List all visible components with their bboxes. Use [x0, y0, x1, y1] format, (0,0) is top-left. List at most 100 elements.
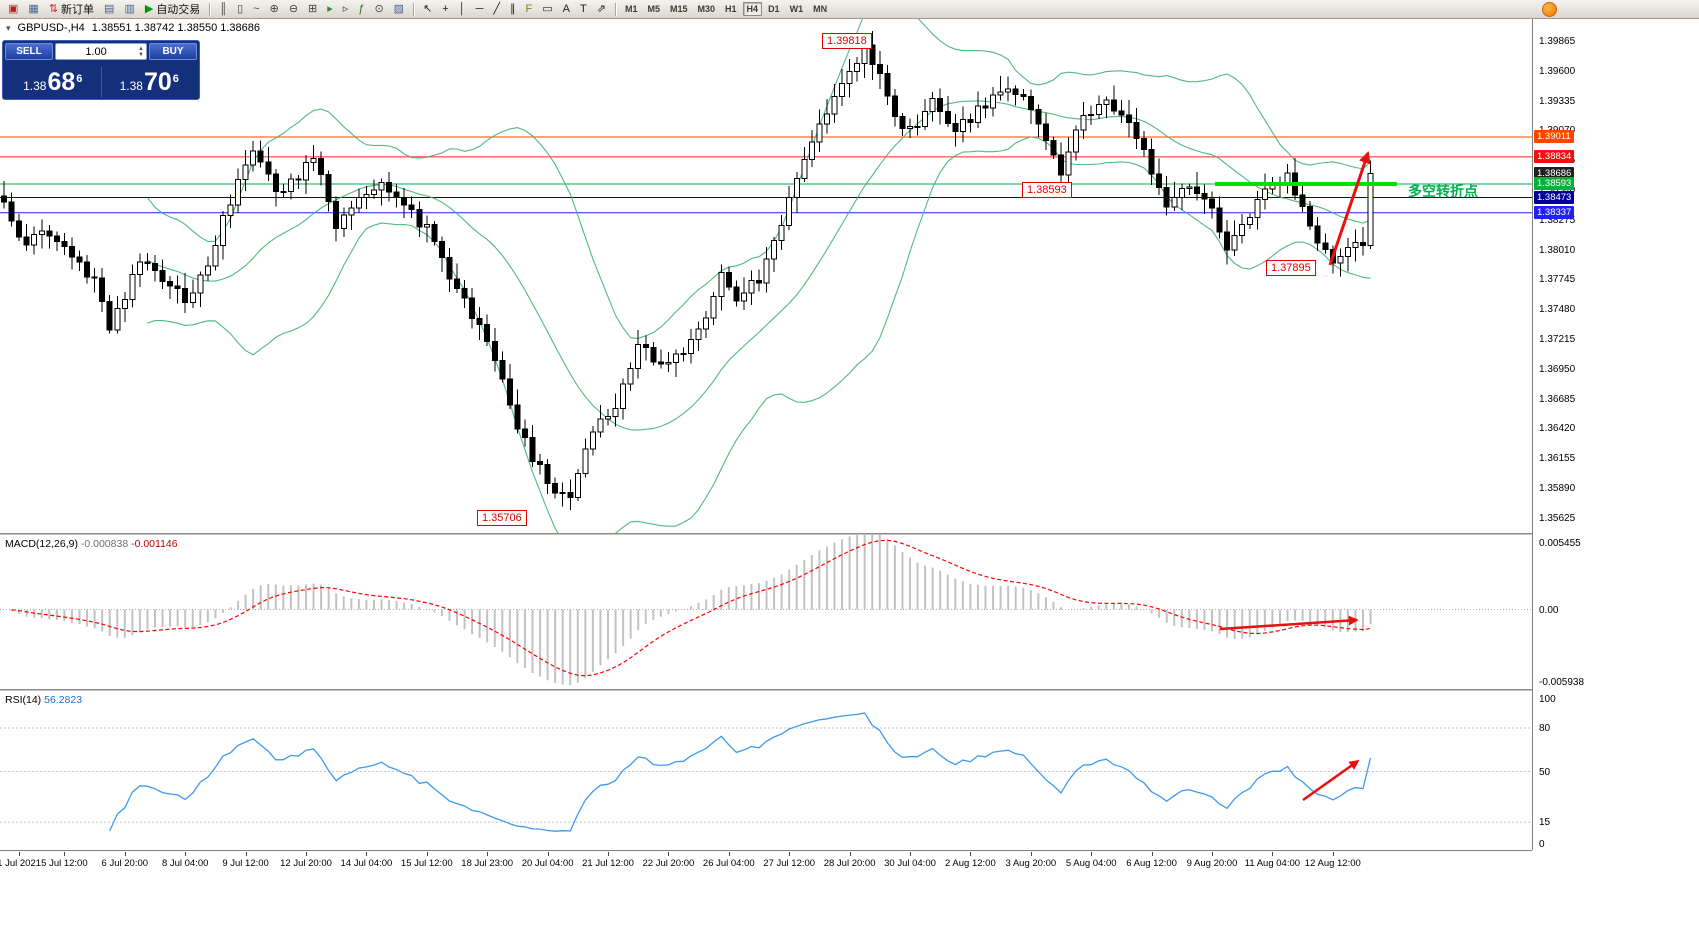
buy-button[interactable]: BUY [149, 43, 197, 60]
price-callout[interactable]: 1.38593 [1022, 182, 1072, 198]
price-axis[interactable]: 1.398651.396001.393351.390701.388051.385… [1532, 19, 1699, 850]
templates-icon[interactable]: ▧ [390, 1, 408, 18]
panel-separator[interactable] [0, 689, 1699, 691]
vertical-line-icon-glyph: │ [458, 2, 466, 15]
volume-value[interactable]: 1.00 [85, 45, 107, 58]
volume-down-button[interactable]: ▼ [138, 51, 144, 58]
time-tick [547, 852, 549, 856]
timeframe-button-m1[interactable]: M1 [624, 4, 638, 14]
price-tick: 1.36950 [1539, 363, 1576, 375]
time-label: 12 Jul 20:00 [280, 858, 332, 869]
time-label: 9 Jul 12:00 [222, 858, 269, 869]
zoom-in-icon-glyph: ⊕ [269, 2, 279, 15]
price-tick: 1.39600 [1539, 65, 1576, 77]
price-tick: 1.35890 [1539, 483, 1576, 494]
macd-panel[interactable] [0, 535, 1532, 689]
time-axis[interactable]: 1 Jul 2021 5 Jul 12:00 6 Jul 20:00 8 Jul 04… [0, 850, 1532, 874]
candlestick-chart-icon[interactable]: ▯ [233, 1, 247, 18]
candlestick-chart-icon-glyph: ▯ [237, 2, 244, 15]
one-click-collapse-icon[interactable]: ▾ [6, 22, 11, 33]
sell-button[interactable]: SELL [5, 43, 53, 60]
new-chart-icon-glyph: ▦ [28, 2, 39, 15]
timeframe-button-mn[interactable]: MN [813, 4, 828, 14]
macd-signal-value: -0.001146 [131, 538, 178, 550]
sell-price-main: 1.38 [23, 79, 47, 93]
arrows-icon-glyph: ⇗ [596, 2, 606, 15]
new-order-button-label: 新订单 [61, 4, 95, 16]
bar-chart-icon[interactable]: ║ [215, 1, 231, 18]
toolbar-separator [413, 2, 415, 16]
price-tick: 1.35625 [1539, 512, 1576, 524]
trend-arrow[interactable] [1219, 615, 1359, 631]
chart-windows-icon[interactable]: ▤ [100, 1, 118, 18]
trendline-icon[interactable]: ╱ [489, 1, 504, 18]
profiles-icon[interactable]: ▥ [120, 1, 138, 18]
price-chart[interactable] [0, 19, 1532, 533]
line-chart-icon[interactable]: ~ [249, 1, 263, 18]
new-order-glyph: ⇅ [48, 2, 59, 15]
new-chart-icon[interactable]: ▦ [24, 1, 42, 18]
price-callout[interactable]: 1.39818 [822, 33, 872, 49]
time-tick [1030, 852, 1032, 856]
trend-arrow[interactable] [1328, 151, 1371, 266]
rsi-tick: 0 [1539, 839, 1545, 850]
timeframe-button-m30[interactable]: M30 [697, 4, 716, 14]
timeframe-button-m5[interactable]: M5 [647, 4, 660, 14]
timeframe-button-w1[interactable]: W1 [789, 4, 804, 14]
price-callout[interactable]: 1.35706 [477, 510, 527, 526]
channel-icon[interactable]: ∥ [506, 1, 520, 18]
zoom-out-icon[interactable]: ⊖ [285, 1, 302, 18]
sell-price[interactable]: 1.38 68 6 [5, 70, 101, 97]
arrows-icon[interactable]: ⇗ [593, 1, 610, 18]
volume-stepper[interactable]: ▲ ▼ [136, 46, 146, 58]
rsi-panel[interactable] [0, 691, 1532, 850]
macd-histogram [10, 535, 1372, 686]
app-icon[interactable]: ▣ [4, 1, 22, 18]
text-icon[interactable]: A [559, 1, 574, 18]
volume-up-button[interactable]: ▲ [138, 45, 144, 52]
vertical-line-icon[interactable]: │ [455, 1, 470, 18]
zoom-in-icon[interactable]: ⊕ [266, 1, 283, 18]
sell-price-big: 68 [47, 68, 76, 96]
time-label: 3 Aug 20:00 [1005, 858, 1057, 869]
annotation-note[interactable]: 多空转折点 [1408, 183, 1478, 199]
panel-separator[interactable] [0, 533, 1699, 535]
price-tag: 1.38686 [1534, 167, 1575, 181]
auto-scroll-icon[interactable]: ▸ [323, 1, 337, 18]
new-order-button[interactable]: ⇅ 新订单 [45, 1, 98, 18]
text-label-icon[interactable]: T [576, 1, 591, 18]
buy-price[interactable]: 1.38 70 6 [102, 70, 198, 97]
crosshair-icon-glyph: + [442, 2, 449, 15]
volume-input[interactable]: 1.00 ▲ ▼ [55, 43, 147, 60]
auto-scroll-icon-glyph: ▸ [327, 2, 333, 15]
app-icon-glyph: ▣ [8, 2, 19, 15]
time-label: 14 Jul 04:00 [340, 858, 393, 869]
timeframe-button-d1[interactable]: D1 [768, 4, 780, 14]
price-tag: 1.38337 [1534, 206, 1575, 220]
indicators-icon[interactable]: ƒ [354, 1, 368, 18]
shapes-icon[interactable]: ▭ [538, 1, 556, 18]
bollinger-upper-line [146, 19, 1371, 340]
auto-trading-button[interactable]: ▶ 自动交易 [141, 1, 204, 18]
notification-icon[interactable] [1542, 2, 1557, 17]
price-callout[interactable]: 1.37895 [1266, 260, 1316, 276]
price-tick: 1.37215 [1539, 333, 1576, 345]
time-label: 12 Aug 12:00 [1304, 858, 1361, 869]
time-tick [487, 852, 489, 856]
fibonacci-icon[interactable]: F [522, 1, 537, 18]
tile-windows-icon[interactable]: ⊞ [304, 1, 321, 18]
time-label: 1 Jul 2021 [0, 858, 42, 869]
trend-arrow[interactable] [1302, 759, 1360, 802]
rsi-tick: 50 [1539, 766, 1551, 778]
macd-tick: 0.00 [1539, 604, 1559, 616]
crosshair-icon[interactable]: + [438, 1, 452, 18]
time-tick [668, 852, 670, 856]
time-label: 5 Aug 04:00 [1065, 858, 1117, 869]
chart-shift-icon[interactable]: ▹ [339, 1, 353, 18]
cursor-icon[interactable]: ↖ [419, 1, 436, 18]
timeframe-button-h1[interactable]: H1 [725, 4, 737, 14]
timeframe-button-h4[interactable]: H4 [742, 2, 763, 16]
timeframe-button-m15[interactable]: M15 [670, 4, 688, 14]
horizontal-line-icon[interactable]: ─ [472, 1, 488, 18]
periods-icon[interactable]: ⊙ [370, 1, 387, 18]
